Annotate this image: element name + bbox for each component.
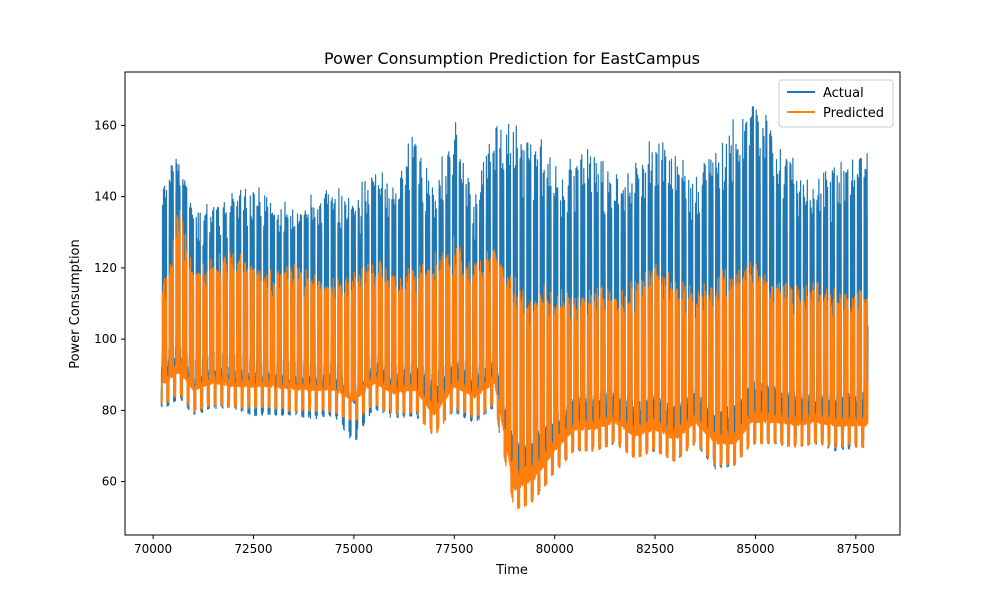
y-tick-label: 160 bbox=[94, 118, 117, 132]
plot-area bbox=[160, 106, 869, 510]
x-tick-label: 85000 bbox=[736, 542, 774, 556]
x-tick-label: 77500 bbox=[435, 542, 473, 556]
x-tick-label: 72500 bbox=[234, 542, 272, 556]
x-tick-label: 87500 bbox=[837, 542, 875, 556]
plot-frame bbox=[124, 71, 901, 536]
legend-label-actual: Actual bbox=[823, 86, 864, 101]
y-axis: 60 80 100 120 140 160 bbox=[94, 118, 125, 489]
x-axis: 70000 72500 75000 77500 80000 82500 85000 87500 bbox=[134, 535, 875, 556]
legend-label-predicted: Predicted bbox=[823, 106, 884, 121]
series-line-predicted bbox=[160, 210, 869, 510]
y-tick-label: 140 bbox=[94, 190, 117, 204]
y-axis-label: Power Consumption bbox=[68, 239, 83, 369]
legend: Actual Predicted bbox=[778, 79, 894, 128]
x-tick-label: 80000 bbox=[536, 542, 574, 556]
y-tick-label: 120 bbox=[94, 261, 117, 275]
y-tick-label: 80 bbox=[102, 403, 117, 417]
chart-title: Power Consumption Prediction for EastCam… bbox=[324, 49, 700, 68]
x-tick-label: 70000 bbox=[134, 542, 172, 556]
x-tick-label: 82500 bbox=[636, 542, 674, 556]
y-tick-label: 60 bbox=[102, 475, 117, 489]
x-axis-label: Time bbox=[495, 563, 528, 578]
y-tick-label: 100 bbox=[94, 332, 117, 346]
x-tick-label: 75000 bbox=[335, 542, 373, 556]
